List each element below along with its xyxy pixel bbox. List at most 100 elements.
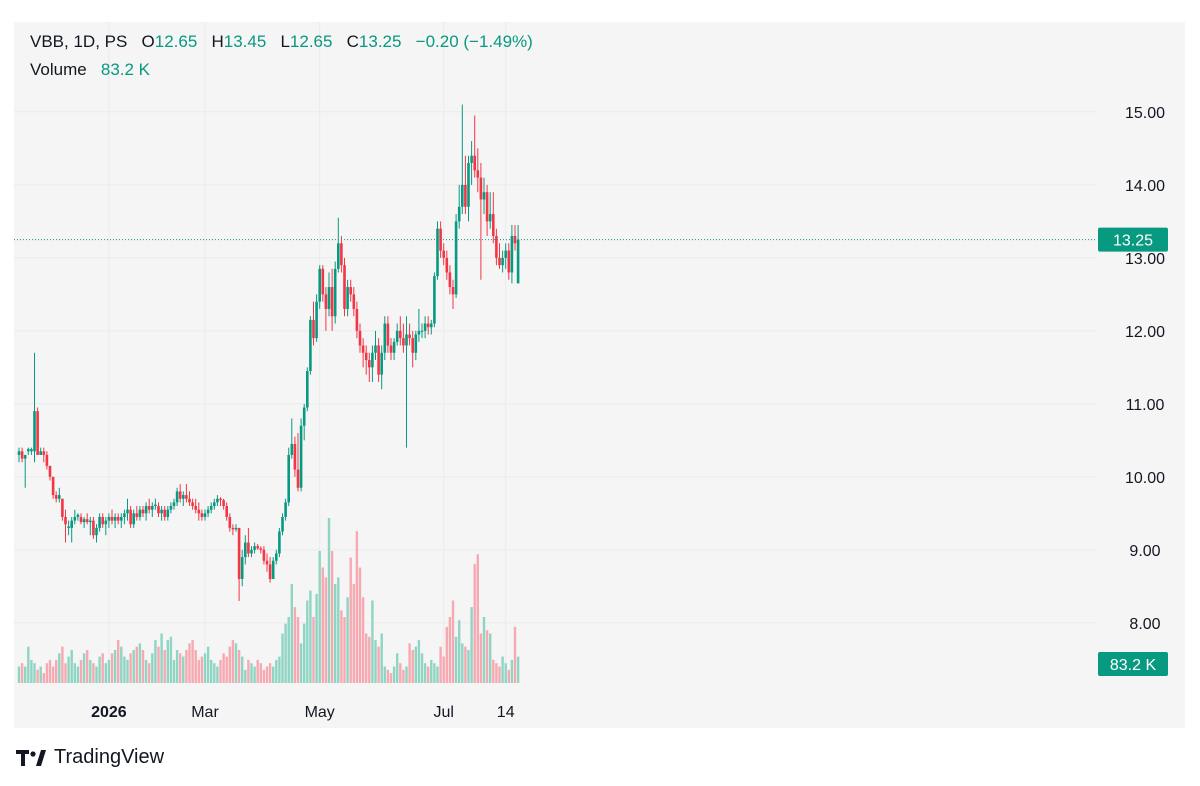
- candle-body: [306, 371, 309, 408]
- candle-body: [327, 287, 331, 309]
- candle-body: [225, 506, 228, 517]
- volume-bar: [247, 659, 250, 683]
- candle-body: [395, 330, 399, 342]
- volume-bar: [172, 659, 176, 683]
- volume-bar: [296, 617, 300, 683]
- volume-bar: [268, 663, 272, 683]
- tradingview-logo[interactable]: TradingView: [16, 746, 164, 769]
- candle-body: [163, 509, 166, 517]
- candle-body: [89, 520, 92, 523]
- candle-body: [504, 250, 507, 258]
- candle-body: [216, 498, 219, 503]
- candle-body: [54, 495, 58, 499]
- volume-label: Volume: [30, 60, 87, 79]
- last-volume-label-bg: [1098, 652, 1168, 676]
- low-label: L: [280, 32, 290, 51]
- volume-bar: [216, 666, 219, 683]
- candle-body: [392, 341, 396, 353]
- volume-bar: [157, 646, 160, 683]
- candle-body: [203, 513, 207, 517]
- x-tick-label: 14: [497, 704, 515, 721]
- candle-body: [20, 451, 24, 459]
- volume-bar: [98, 656, 101, 683]
- candle-body: [436, 228, 439, 277]
- candle-body: [79, 516, 83, 523]
- candle-body: [507, 250, 511, 273]
- volume-bar: [222, 653, 225, 683]
- volume-bar: [445, 626, 448, 683]
- volume-bar: [473, 564, 476, 683]
- candle-body: [123, 513, 126, 517]
- volume-bar: [244, 669, 247, 683]
- volume-bar: [213, 663, 216, 683]
- candle-body: [85, 519, 89, 523]
- volume-bar: [73, 663, 76, 683]
- high-label: H: [211, 32, 224, 51]
- candle-body: [104, 520, 108, 525]
- volume-bar: [312, 617, 315, 683]
- candle-body: [445, 257, 449, 273]
- candle-body: [200, 513, 204, 517]
- y-tick-label: 8.00: [1129, 616, 1160, 633]
- volume-bar: [129, 653, 132, 683]
- candle-body: [476, 170, 480, 178]
- open-value: 12.65: [154, 32, 198, 51]
- volume-bar: [287, 617, 290, 683]
- candle-body: [206, 509, 210, 514]
- volume-bar: [79, 659, 83, 683]
- volume-bar: [420, 653, 424, 683]
- candle-body: [98, 516, 101, 528]
- volume-bar: [104, 663, 107, 683]
- volume-bar: [138, 643, 142, 683]
- volume-bar: [361, 597, 365, 683]
- volume-bar: [51, 666, 55, 683]
- volume-bar: [256, 659, 259, 683]
- candle-body: [141, 509, 145, 514]
- candle-body: [58, 495, 61, 499]
- volume-bar: [355, 531, 359, 683]
- volume-bar: [262, 669, 266, 683]
- candle-body: [399, 330, 402, 339]
- candle-body: [464, 184, 467, 207]
- candle-body: [113, 516, 117, 521]
- candle-body: [309, 319, 312, 371]
- last-price-label-bg: [1098, 227, 1168, 252]
- volume-bar: [132, 650, 135, 683]
- chart-svg[interactable]: 15.00 14.00 13.00 12.00 11.00 10.00 9.00 8.00 20…: [14, 22, 1185, 728]
- volume-bar: [169, 636, 173, 683]
- candle-body: [501, 257, 504, 266]
- candle-body: [151, 506, 154, 510]
- candle-body: [358, 330, 362, 346]
- volume-bar: [126, 659, 129, 683]
- volume-bar: [451, 600, 455, 683]
- candle-body: [259, 548, 263, 550]
- candle-body: [299, 425, 303, 488]
- candle-body: [107, 516, 111, 521]
- candle-body: [318, 268, 321, 302]
- volume-bar: [70, 650, 73, 683]
- candle-body: [147, 506, 151, 510]
- volume-bar: [461, 643, 464, 683]
- volume-bar: [27, 646, 30, 683]
- volume-bar: [470, 607, 473, 683]
- candle-body: [284, 502, 287, 517]
- candle-body: [343, 265, 346, 309]
- brand-name: TradingView: [54, 746, 165, 768]
- volume-bar: [278, 656, 281, 683]
- volume-bar: [327, 518, 331, 683]
- volume-bar: [194, 650, 197, 683]
- candle-body: [33, 411, 36, 452]
- volume-bar: [24, 666, 27, 683]
- candle-body: [191, 502, 194, 507]
- volume-bar: [58, 653, 61, 683]
- volume-bar: [123, 656, 126, 683]
- volume-bar: [160, 633, 163, 683]
- candle-body: [346, 287, 349, 309]
- candle-body: [219, 498, 222, 501]
- candle-body: [405, 334, 408, 346]
- volume-bar: [17, 666, 21, 683]
- volume-bar: [250, 663, 253, 683]
- candle-body: [51, 476, 55, 496]
- volume-bar: [259, 663, 262, 683]
- candle-body: [138, 509, 142, 517]
